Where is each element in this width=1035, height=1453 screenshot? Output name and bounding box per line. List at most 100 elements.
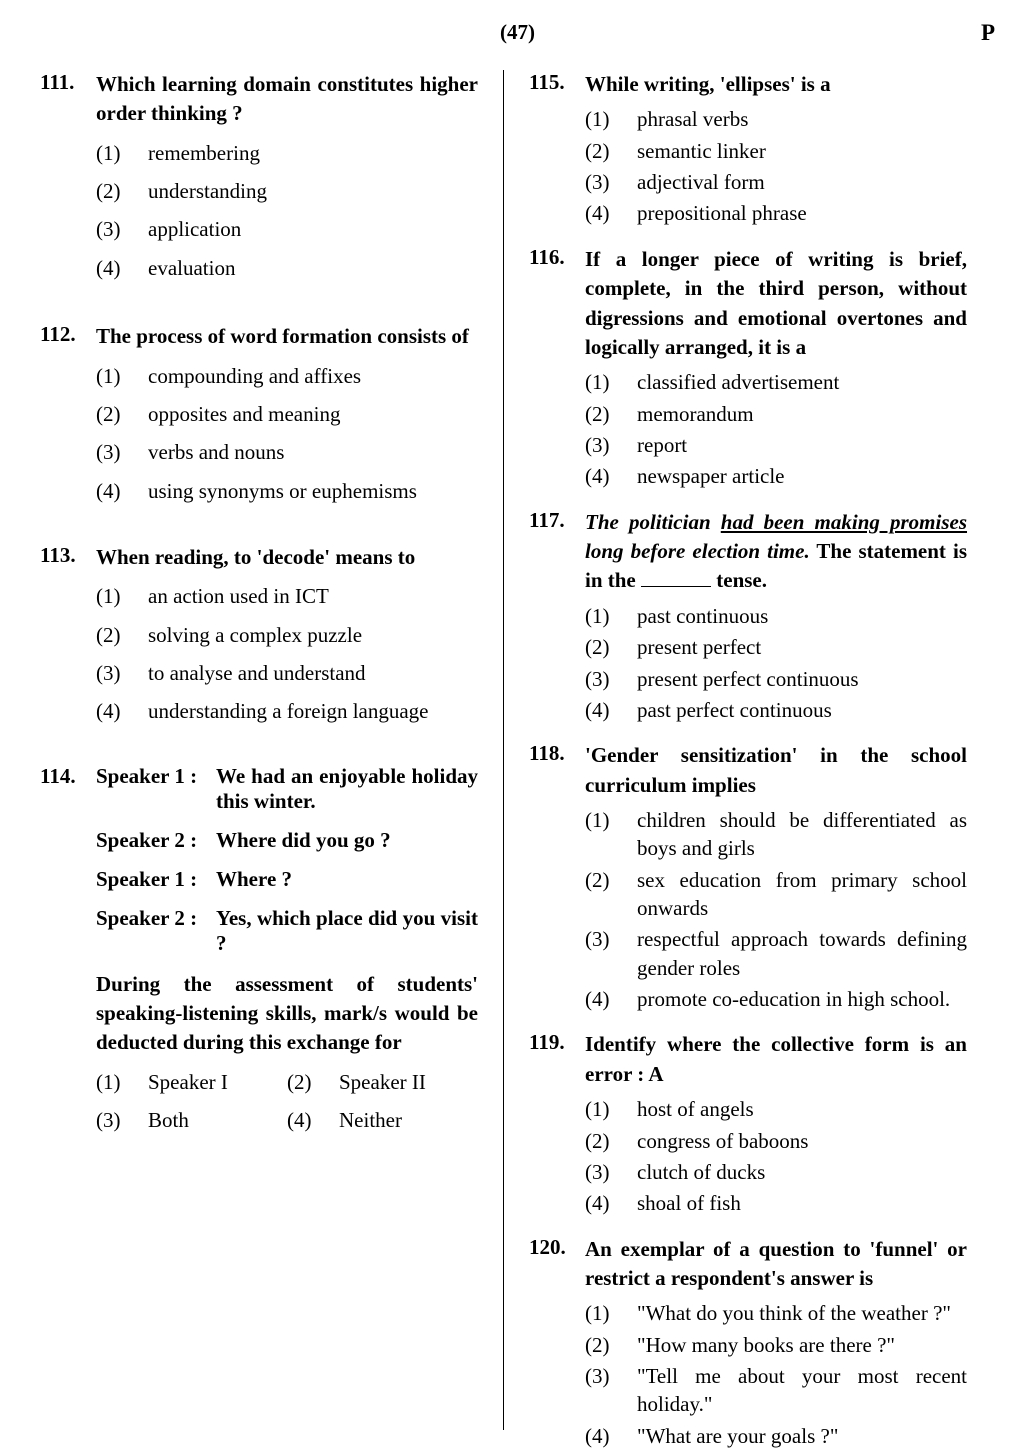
option: (1)children should be differentiated as …: [585, 806, 967, 863]
question-number: 115.: [529, 70, 585, 231]
question-body: Identify where the collective form is an…: [585, 1030, 967, 1220]
option-text: semantic linker: [637, 137, 967, 165]
option-text: verbs and nouns: [148, 438, 478, 466]
column-divider: [503, 70, 504, 1430]
options-list: (1)past continuous(2)present perfect(3)p…: [585, 602, 967, 724]
option: (2)understanding: [96, 177, 478, 205]
left-column: 111.Which learning domain constitutes hi…: [30, 70, 498, 1430]
option-text: past continuous: [637, 602, 967, 630]
option: (3)"Tell me about your most recent holid…: [585, 1362, 967, 1419]
question-text: An exemplar of a question to 'funnel' or…: [585, 1235, 967, 1294]
option-number: (4): [96, 477, 148, 505]
option: (3)Both: [96, 1106, 287, 1134]
question: 112.The process of word formation consis…: [40, 322, 478, 515]
option-text: "What do you think of the weather ?": [637, 1299, 967, 1327]
options-row: (1)Speaker I(2)Speaker II: [96, 1068, 478, 1096]
option-text: "How many books are there ?": [637, 1331, 967, 1359]
option-text: prepositional phrase: [637, 199, 967, 227]
option-number: (3): [585, 1158, 637, 1186]
page-number: (47): [500, 20, 535, 45]
option: (1)an action used in ICT: [96, 582, 478, 610]
option: (4)evaluation: [96, 254, 478, 282]
option-text: remembering: [148, 139, 478, 167]
option-number: (2): [96, 177, 148, 205]
option: (2)memorandum: [585, 400, 967, 428]
option: (4)"What are your goals ?": [585, 1422, 967, 1450]
option-number: (1): [585, 1299, 637, 1327]
option: (4)Neither: [287, 1106, 478, 1134]
speaker-label: Speaker 2 :: [96, 828, 216, 853]
question-text: During the assessment of students' speak…: [96, 970, 478, 1058]
option-number: (2): [96, 621, 148, 649]
option-text: past perfect continuous: [637, 696, 967, 724]
option-text: solving a complex puzzle: [148, 621, 478, 649]
question: 117.The politician had been making promi…: [529, 508, 967, 728]
option: (3)application: [96, 215, 478, 243]
option: (3)clutch of ducks: [585, 1158, 967, 1186]
question-text: Which learning domain constitutes higher…: [96, 70, 478, 129]
question-text: When reading, to 'decode' means to: [96, 543, 478, 572]
speaker-label: Speaker 2 :: [96, 906, 216, 956]
option: (1)Speaker I: [96, 1068, 287, 1096]
question-body: 'Gender sensitization' in the school cur…: [585, 741, 967, 1016]
option-number: (2): [585, 866, 637, 923]
option-text: memorandum: [637, 400, 967, 428]
option-number: (2): [96, 400, 148, 428]
question: 111.Which learning domain constitutes hi…: [40, 70, 478, 292]
option: (3)verbs and nouns: [96, 438, 478, 466]
question-number: 111.: [40, 70, 96, 292]
option-number: (4): [585, 462, 637, 490]
question-number: 117.: [529, 508, 585, 728]
option-text: to analyse and understand: [148, 659, 478, 687]
option-text: Neither: [339, 1106, 478, 1134]
option-text: congress of baboons: [637, 1127, 967, 1155]
speaker-text: We had an enjoyable holiday this winter.: [216, 764, 478, 814]
speaker-text: Where did you go ?: [216, 828, 478, 853]
option-number: (4): [96, 697, 148, 725]
options-list: (1)compounding and affixes(2)opposites a…: [96, 362, 478, 505]
option: (1)remembering: [96, 139, 478, 167]
option-text: newspaper article: [637, 462, 967, 490]
question-body: When reading, to 'decode' means to (1)an …: [96, 543, 478, 736]
option: (1)host of angels: [585, 1095, 967, 1123]
option-number: (1): [96, 1068, 148, 1096]
italic-text: long before election time.: [585, 539, 810, 563]
option-text: "Tell me about your most recent holiday.…: [637, 1362, 967, 1419]
question-number: 120.: [529, 1235, 585, 1453]
blank-line: [641, 586, 711, 587]
option-text: present perfect continuous: [637, 665, 967, 693]
question-number: 112.: [40, 322, 96, 515]
option: (4)promote co-education in high school.: [585, 985, 967, 1013]
option-number: (4): [585, 199, 637, 227]
option: (4)past perfect continuous: [585, 696, 967, 724]
option-text: Speaker I: [148, 1068, 287, 1096]
question-body: If a longer piece of writing is brief, c…: [585, 245, 967, 494]
option-number: (3): [96, 659, 148, 687]
question: 115.While writing, 'ellipses' is a(1)phr…: [529, 70, 967, 231]
speaker-text: Where ?: [216, 867, 478, 892]
option: (4)prepositional phrase: [585, 199, 967, 227]
option-text: host of angels: [637, 1095, 967, 1123]
question-number: 116.: [529, 245, 585, 494]
options-row: (3)Both(4)Neither: [96, 1106, 478, 1134]
option-number: (2): [585, 400, 637, 428]
option-number: (4): [585, 696, 637, 724]
content-columns: 111.Which learning domain constitutes hi…: [30, 70, 1005, 1430]
option-text: Speaker II: [339, 1068, 478, 1096]
option-number: (3): [585, 665, 637, 693]
option-text: children should be differentiated as boy…: [637, 806, 967, 863]
option: (3)respectful approach towards defining …: [585, 925, 967, 982]
option-text: application: [148, 215, 478, 243]
speaker-line: Speaker 2 :Yes, which place did you visi…: [96, 906, 478, 956]
option-number: (2): [287, 1068, 339, 1096]
option-number: (3): [96, 1106, 148, 1134]
option: (2)semantic linker: [585, 137, 967, 165]
option: (2)Speaker II: [287, 1068, 478, 1096]
options-list: (1)an action used in ICT (2)solving a com…: [96, 582, 478, 725]
question-number: 114.: [40, 764, 96, 1145]
speaker-label: Speaker 1 :: [96, 867, 216, 892]
question-body: Speaker 1 : We had an enjoyable holiday t…: [96, 764, 478, 1145]
question-body: The politician had been making promises …: [585, 508, 967, 728]
option-number: (3): [585, 168, 637, 196]
options-list: (1)"What do you think of the weather ?" (…: [585, 1299, 967, 1450]
